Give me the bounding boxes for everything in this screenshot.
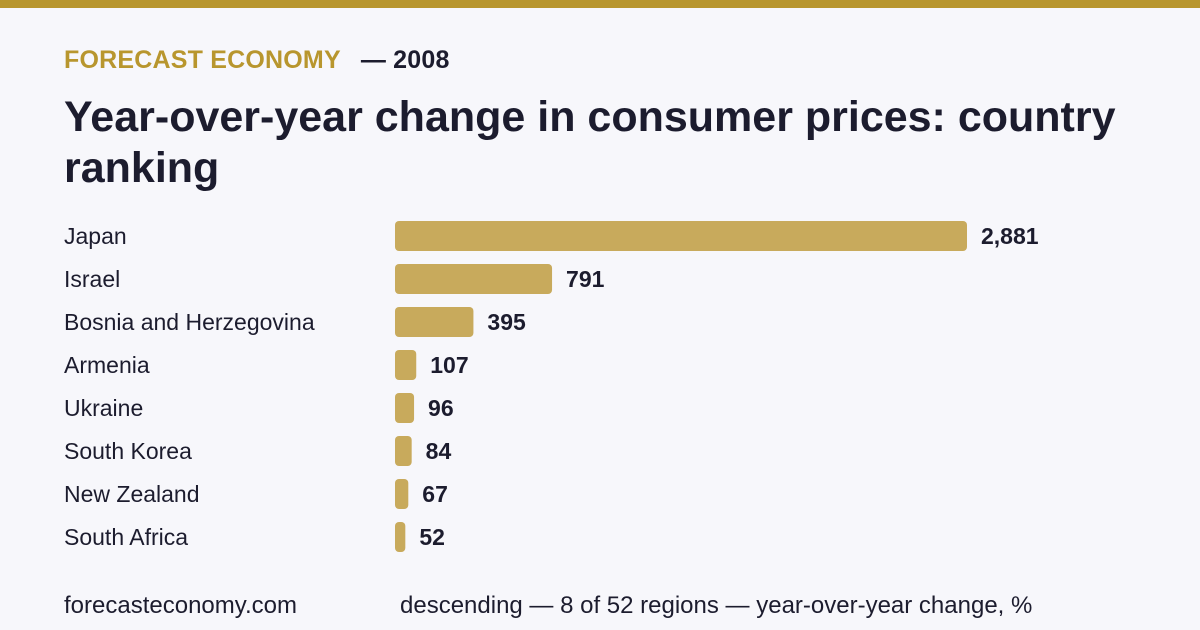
source-link[interactable]: forecasteconomy.com (64, 592, 297, 619)
category-label: Ukraine (64, 395, 143, 421)
bar (395, 436, 412, 466)
bar (395, 221, 967, 251)
year-tag: — 2008 (360, 46, 450, 74)
bar (395, 350, 417, 380)
value-label: 84 (426, 438, 452, 464)
category-label: Bosnia and Herzegovina (64, 309, 315, 335)
category-label: Israel (64, 266, 120, 292)
category-label: South Korea (64, 438, 192, 464)
value-label: 96 (428, 395, 454, 421)
kicker: FORECAST ECONOMY — 2008 (64, 46, 450, 75)
category-label: Japan (64, 223, 127, 249)
value-label: 395 (487, 309, 526, 335)
value-label: 52 (419, 524, 445, 550)
bar (395, 479, 409, 509)
bar (395, 264, 553, 294)
bar (395, 522, 406, 552)
chart-title: Year-over-year change in consumer prices… (64, 93, 1116, 192)
value-label: 2,881 (981, 223, 1039, 249)
category-label: Armenia (64, 352, 150, 378)
top-accent-rule (0, 0, 1200, 8)
bar (395, 307, 474, 337)
value-label: 107 (430, 352, 468, 378)
category-label: South Africa (64, 524, 188, 550)
value-label: 67 (422, 481, 448, 507)
chart-note: descending — 8 of 52 regions — year-over… (400, 592, 1033, 619)
bar-chart: Japan 2,881 Israel 791 Bosnia and Herzegovin… (64, 221, 1039, 552)
bar (395, 393, 415, 423)
category-label: New Zealand (64, 481, 200, 507)
value-label: 791 (566, 266, 605, 292)
brand-name: FORECAST ECONOMY (64, 46, 341, 74)
